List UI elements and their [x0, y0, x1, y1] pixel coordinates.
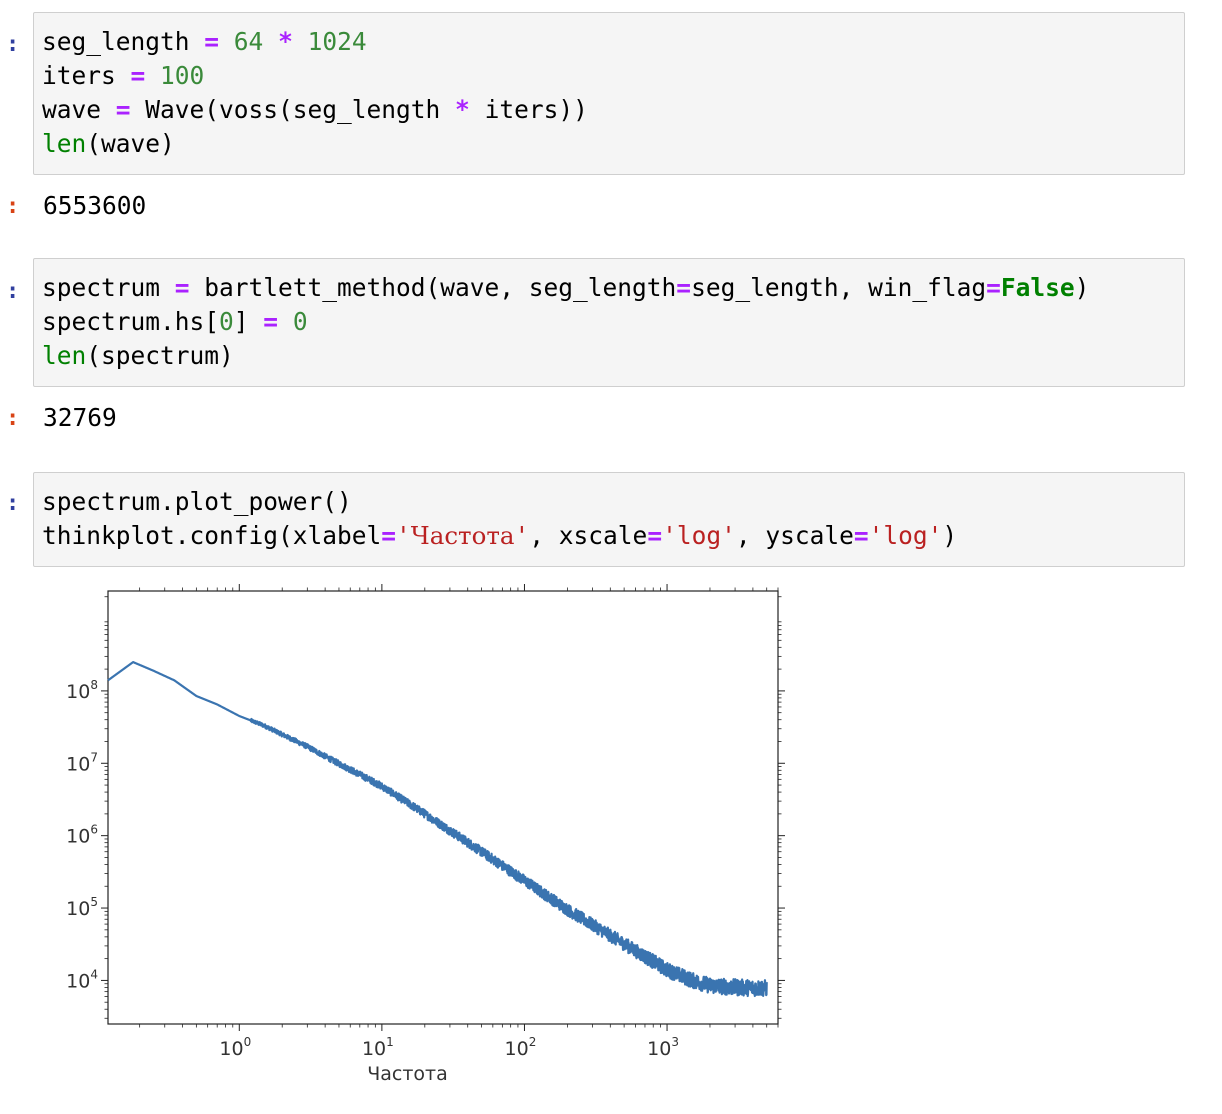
code-line: thinkplot.config(xlabel='Частота', xscal…	[42, 519, 1184, 553]
code-token: (wave)	[86, 129, 175, 158]
code-token: *	[278, 27, 293, 56]
code-text[interactable]: spectrum = bartlett_method(wave, seg_len…	[34, 259, 1184, 373]
code-token: Wave(voss(seg_length	[130, 95, 456, 124]
code-token: len	[42, 129, 87, 158]
input-prompt: :	[6, 32, 20, 57]
code-token	[263, 27, 278, 56]
x-axis-label: Частота	[367, 1063, 448, 1085]
code-line: len(wave)	[42, 127, 1184, 161]
code-token: (spectrum)	[86, 341, 234, 370]
code-token: )	[1074, 273, 1090, 302]
code-line: spectrum.hs[0] = 0	[42, 305, 1184, 339]
code-token: 100	[160, 61, 205, 90]
code-token: =	[174, 273, 190, 302]
code-token: 64	[233, 27, 264, 56]
x-tick-label: 100	[219, 1035, 251, 1060]
code-token: '	[396, 521, 411, 550]
y-tick-label: 108	[66, 678, 98, 703]
input-prompt: :	[6, 491, 20, 516]
code-cell-2[interactable]: spectrum = bartlett_method(wave, seg_len…	[33, 258, 1185, 387]
y-tick-label: 106	[66, 823, 98, 848]
axes-frame	[107, 590, 779, 1025]
code-token: spectrum.plot_power()	[42, 487, 352, 516]
code-token: '	[514, 521, 530, 550]
output-text: 6553600	[43, 191, 147, 220]
code-token: =	[676, 273, 692, 302]
code-token: ]	[233, 307, 264, 336]
y-tick-label: 107	[66, 750, 98, 775]
code-token: =	[381, 521, 397, 550]
x-tick-label: 103	[647, 1035, 679, 1060]
code-token: 'log'	[662, 521, 736, 550]
y-tick-label: 104	[66, 967, 98, 992]
code-token: 0	[292, 307, 308, 336]
code-token: *	[455, 95, 470, 124]
code-line: iters = 100	[42, 59, 1184, 93]
code-line: len(spectrum)	[42, 339, 1184, 373]
code-token: iters))	[469, 95, 588, 124]
output-prompt: :	[6, 194, 20, 219]
code-token: False	[1000, 273, 1075, 302]
code-token	[278, 307, 293, 336]
x-tick-label: 101	[362, 1035, 394, 1060]
code-token: spectrum.hs[	[42, 307, 220, 336]
code-token: =	[130, 61, 146, 90]
series-line	[107, 661, 768, 998]
code-token: bartlett_method(wave, seg_length	[189, 273, 677, 302]
code-line: spectrum = bartlett_method(wave, seg_len…	[42, 271, 1184, 305]
code-text[interactable]: seg_length = 64 * 1024 iters = 100 wave = …	[34, 13, 1184, 161]
code-line: seg_length = 64 * 1024	[42, 25, 1184, 59]
code-token: , xscale	[529, 521, 648, 550]
power-spectrum-plot: 100 101 102 103 104 105 106 107 108 Частота	[66, 584, 785, 1085]
code-line: wave = Wave(voss(seg_length * iters))	[42, 93, 1184, 127]
code-token	[293, 27, 308, 56]
code-line: spectrum.plot_power()	[42, 485, 1184, 519]
code-token: thinkplot.config(xlabel	[42, 521, 382, 550]
code-token: iters	[42, 61, 131, 90]
code-token: =	[647, 521, 663, 550]
code-text[interactable]: spectrum.plot_power() thinkplot.config(xl…	[34, 473, 1184, 553]
code-token: len	[42, 341, 87, 370]
code-token: seg_length	[42, 27, 205, 56]
output-prompt: :	[6, 406, 20, 431]
code-token: 'log'	[868, 521, 943, 550]
code-token: seg_length, win_flag	[691, 273, 987, 302]
code-token: 1024	[307, 27, 367, 56]
code-token: =	[853, 521, 869, 550]
code-token: Частота	[410, 521, 515, 550]
code-token: spectrum	[42, 273, 175, 302]
code-token: =	[115, 95, 131, 124]
code-token: =	[204, 27, 220, 56]
code-token	[145, 61, 160, 90]
x-tick-label: 102	[505, 1035, 537, 1060]
output-text: 32769	[43, 403, 117, 432]
code-cell-3[interactable]: spectrum.plot_power() thinkplot.config(xl…	[33, 472, 1185, 567]
code-token: =	[263, 307, 279, 336]
code-token: )	[942, 521, 958, 550]
code-token: 0	[219, 307, 234, 336]
code-token	[219, 27, 234, 56]
code-token: wave	[42, 95, 116, 124]
code-token: , yscale	[735, 521, 854, 550]
code-cell-1[interactable]: seg_length = 64 * 1024 iters = 100 wave = …	[33, 12, 1185, 175]
y-tick-label: 105	[66, 895, 98, 920]
code-token: =	[986, 273, 1001, 302]
input-prompt: :	[6, 279, 20, 304]
